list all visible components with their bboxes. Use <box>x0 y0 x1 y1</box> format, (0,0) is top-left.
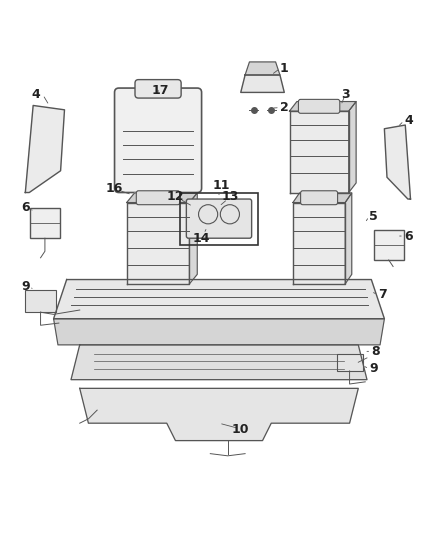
Polygon shape <box>127 203 189 284</box>
Polygon shape <box>290 102 356 111</box>
Polygon shape <box>53 279 385 319</box>
Text: 6: 6 <box>21 201 30 214</box>
Text: 11: 11 <box>212 180 230 192</box>
FancyBboxPatch shape <box>300 191 338 205</box>
Polygon shape <box>189 193 197 284</box>
Polygon shape <box>290 111 349 192</box>
Polygon shape <box>25 106 64 192</box>
Polygon shape <box>293 203 345 284</box>
Text: 5: 5 <box>369 210 378 223</box>
Text: 14: 14 <box>193 232 210 245</box>
Polygon shape <box>53 319 385 345</box>
Bar <box>30 208 60 238</box>
Text: 6: 6 <box>404 230 413 243</box>
FancyBboxPatch shape <box>186 199 252 238</box>
Text: 3: 3 <box>341 88 350 101</box>
Text: 9: 9 <box>369 362 378 375</box>
Text: 2: 2 <box>280 101 289 114</box>
Polygon shape <box>385 125 410 199</box>
FancyBboxPatch shape <box>136 191 180 205</box>
Bar <box>374 230 404 260</box>
Bar <box>180 192 258 245</box>
Polygon shape <box>245 62 280 75</box>
Text: 10: 10 <box>232 423 250 436</box>
Text: 12: 12 <box>167 190 184 204</box>
FancyBboxPatch shape <box>298 99 340 114</box>
Text: 1: 1 <box>280 62 289 75</box>
Text: 8: 8 <box>371 345 380 358</box>
Text: 13: 13 <box>221 190 239 204</box>
Text: 4: 4 <box>32 88 41 101</box>
Bar <box>336 353 363 371</box>
FancyBboxPatch shape <box>135 79 181 98</box>
Polygon shape <box>71 345 367 379</box>
Bar <box>25 290 56 312</box>
Polygon shape <box>345 193 352 284</box>
Text: 17: 17 <box>152 84 169 96</box>
FancyBboxPatch shape <box>115 88 201 192</box>
Text: 9: 9 <box>21 280 30 293</box>
Polygon shape <box>127 193 197 203</box>
Polygon shape <box>349 102 356 192</box>
Polygon shape <box>241 75 284 92</box>
Polygon shape <box>293 193 352 203</box>
Polygon shape <box>80 389 358 441</box>
Text: 7: 7 <box>378 288 387 301</box>
Text: 16: 16 <box>106 182 123 195</box>
Text: 4: 4 <box>404 114 413 127</box>
